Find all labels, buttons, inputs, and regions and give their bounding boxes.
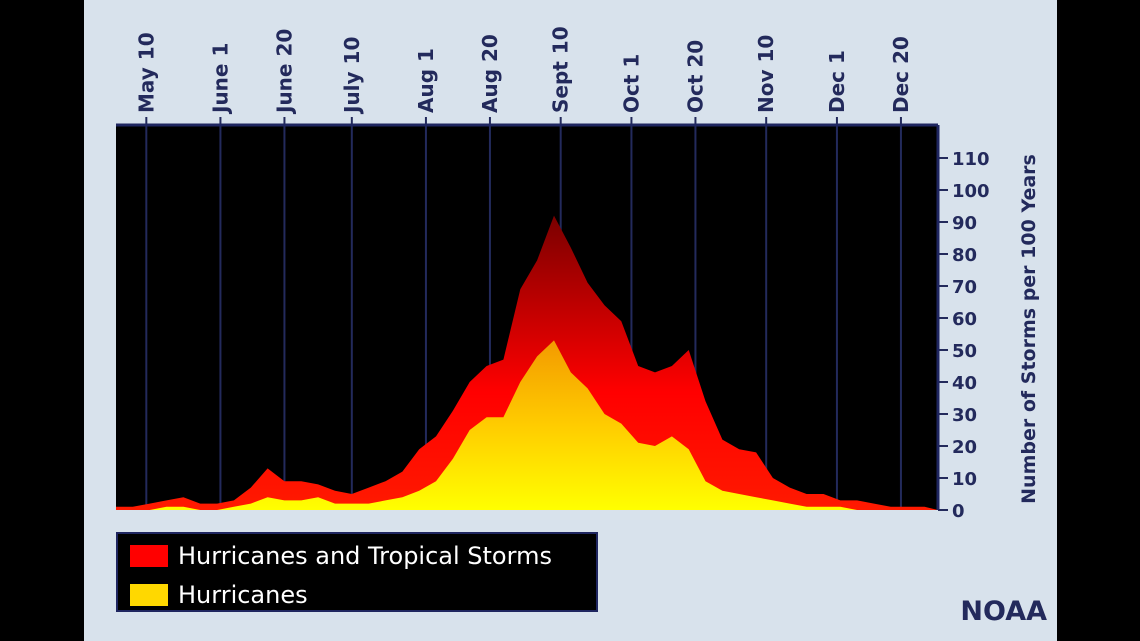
- x-tick-label: June 1: [208, 43, 232, 115]
- legend-label-all-storms: Hurricanes and Tropical Storms: [178, 542, 552, 570]
- x-tick-label: Aug 20: [478, 34, 502, 113]
- x-tick-label: Dec 20: [889, 36, 913, 113]
- legend-item-hurricanes: Hurricanes: [130, 580, 308, 610]
- source-label: NOAA: [960, 596, 1047, 627]
- series-area-hurricanes: [116, 340, 938, 510]
- x-tick-label: July 10: [340, 37, 364, 115]
- y-axis-label: Number of Storms per 100 Years: [1018, 154, 1040, 504]
- storm-frequency-chart: May 10 June 1 June 20 July 10 Aug 1 Aug 20 Sep…: [116, 26, 1040, 522]
- x-axis: May 10 June 1 June 20 July 10 Aug 1 Aug 20 Sep…: [134, 26, 913, 125]
- y-tick-label: 90: [952, 213, 977, 234]
- gridlines: [145, 125, 902, 510]
- x-tick-label: Oct 1: [619, 54, 643, 113]
- y-tick-label: 100: [952, 181, 990, 202]
- y-tick-label: 50: [952, 341, 977, 362]
- y-tick-label: 40: [952, 373, 977, 394]
- y-tick-label: 20: [952, 437, 977, 458]
- x-tick-label: Aug 1: [414, 48, 438, 113]
- y-tick-label: 0: [952, 501, 965, 522]
- legend-swatch-hurricanes: [130, 584, 168, 606]
- y-tick-label: 10: [952, 469, 977, 490]
- y-tick-label: 110: [952, 149, 990, 170]
- y-tick-label: 60: [952, 309, 977, 330]
- series-areas: [116, 215, 938, 510]
- x-tick-label: Sept 10: [549, 26, 573, 113]
- y-tick-label: 70: [952, 277, 977, 298]
- legend: Hurricanes and Tropical Storms Hurricane…: [116, 532, 598, 612]
- chart-panel: May 10 June 1 June 20 July 10 Aug 1 Aug 20 Sep…: [84, 0, 1057, 641]
- legend-item-all-storms: Hurricanes and Tropical Storms: [130, 541, 552, 571]
- y-tick-label: 80: [952, 245, 977, 266]
- legend-swatch-all-storms: [130, 545, 168, 567]
- x-tick-label: Dec 1: [825, 50, 849, 113]
- y-tick-label: 30: [952, 405, 977, 426]
- x-tick-label: June 20: [272, 29, 296, 115]
- x-tick-label: Nov 10: [754, 35, 778, 113]
- y-axis: 0 10 20 30 40 50 60 70 80 90 100 110: [938, 149, 990, 522]
- x-tick-label: May 10: [134, 32, 158, 113]
- x-tick-label: Oct 20: [683, 40, 707, 113]
- series-area-all-storms: [116, 215, 938, 510]
- legend-label-hurricanes: Hurricanes: [178, 581, 308, 609]
